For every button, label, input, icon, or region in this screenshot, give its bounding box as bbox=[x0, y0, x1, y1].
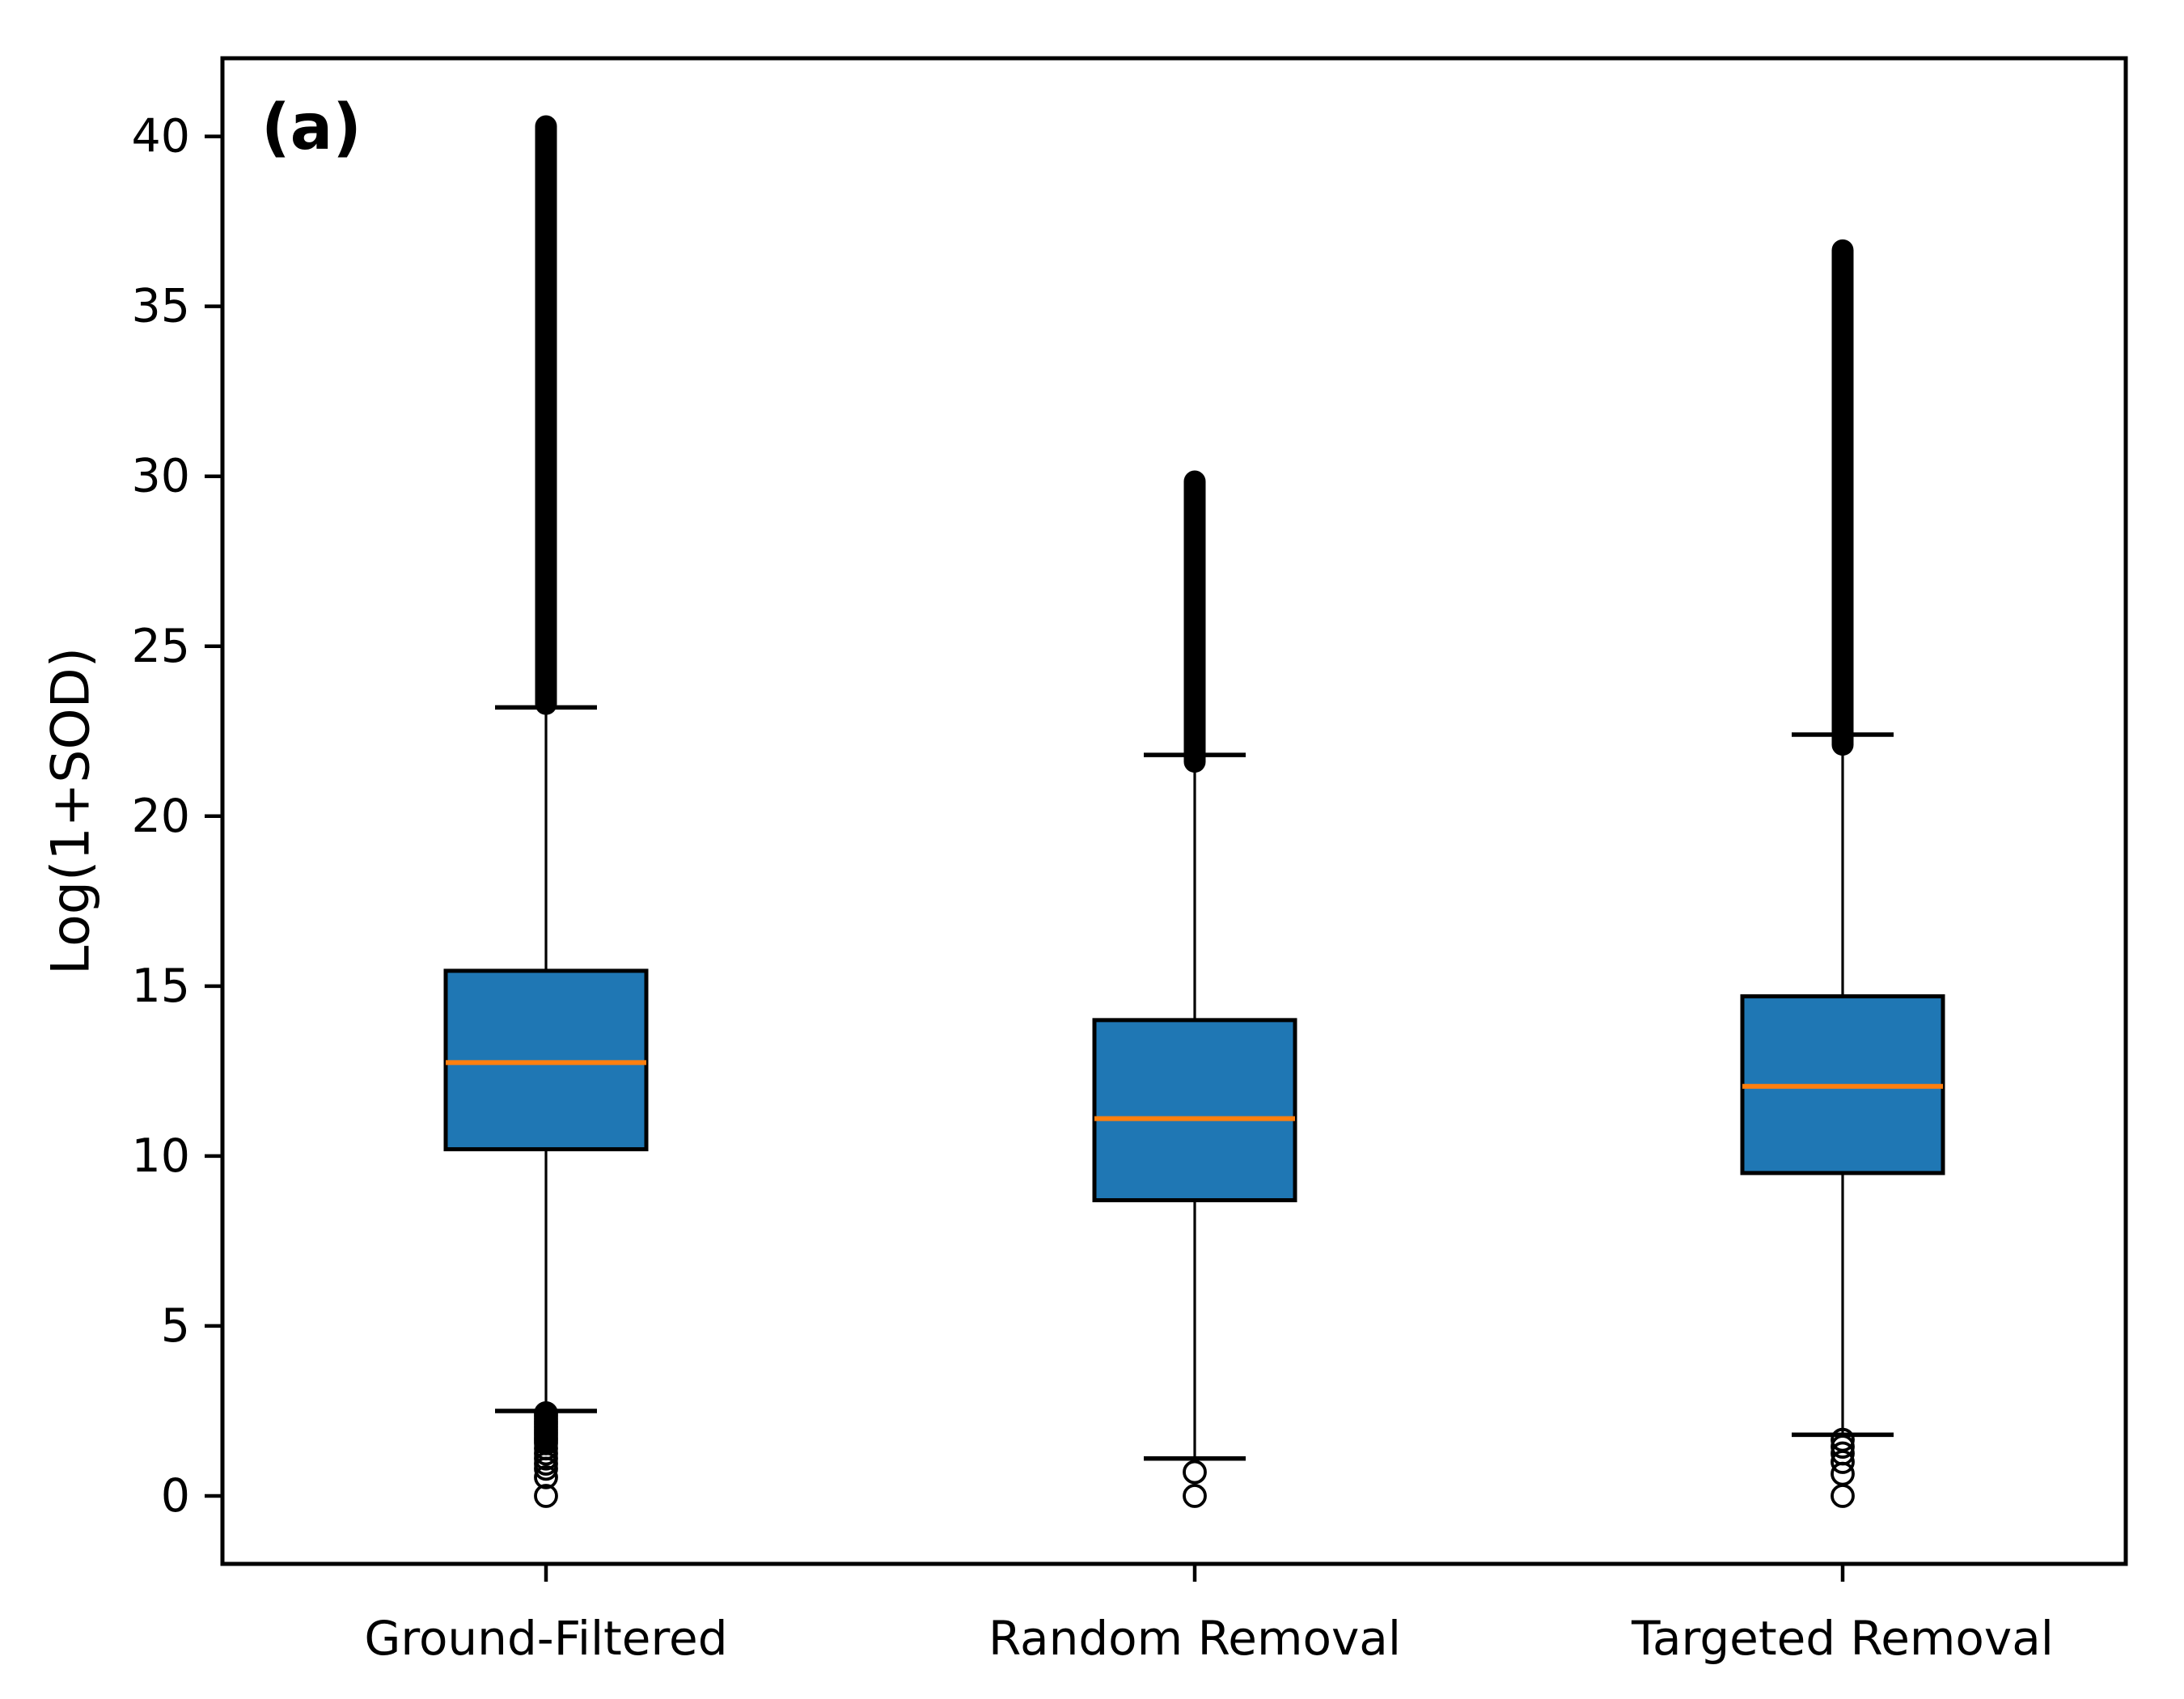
low-outlier-point bbox=[534, 1464, 558, 1489]
y-axis-tick-label: 10 bbox=[131, 1129, 190, 1183]
y-axis-tick-label: 30 bbox=[131, 450, 190, 503]
y-axis-tick-label: 25 bbox=[131, 620, 190, 673]
y-axis-tick-label: 0 bbox=[161, 1469, 190, 1523]
low-outlier-dense-point bbox=[534, 1401, 558, 1426]
y-axis-tick-label: 20 bbox=[131, 790, 190, 843]
y-axis-tick-label: 35 bbox=[131, 280, 190, 333]
low-outlier-point bbox=[1183, 1460, 1207, 1485]
axes-frame bbox=[220, 56, 2128, 1566]
iqr-box-random-removal bbox=[1092, 1018, 1297, 1203]
y-axis-tick-label: 5 bbox=[161, 1299, 190, 1353]
iqr-box-ground-filtered bbox=[443, 968, 649, 1151]
low-outlier-point bbox=[1183, 1484, 1207, 1508]
y-axis-tick-label: 40 bbox=[131, 110, 190, 163]
x-axis-category-label: Targeted Removal bbox=[1631, 1611, 2054, 1666]
y-axis-tick-label: 15 bbox=[131, 960, 190, 1013]
x-axis-category-label: Ground-Filtered bbox=[364, 1611, 727, 1666]
low-outlier-point bbox=[1831, 1484, 1855, 1508]
panel-label: (a) bbox=[261, 91, 362, 164]
low-outlier-point bbox=[1831, 1434, 1855, 1459]
x-axis-category-label: Random Removal bbox=[988, 1611, 1401, 1666]
low-outlier-point bbox=[534, 1484, 558, 1508]
y-axis-title: Log(1+SOD) bbox=[41, 647, 102, 975]
low-outlier-point bbox=[534, 1456, 558, 1481]
low-outlier-point bbox=[1831, 1450, 1855, 1474]
